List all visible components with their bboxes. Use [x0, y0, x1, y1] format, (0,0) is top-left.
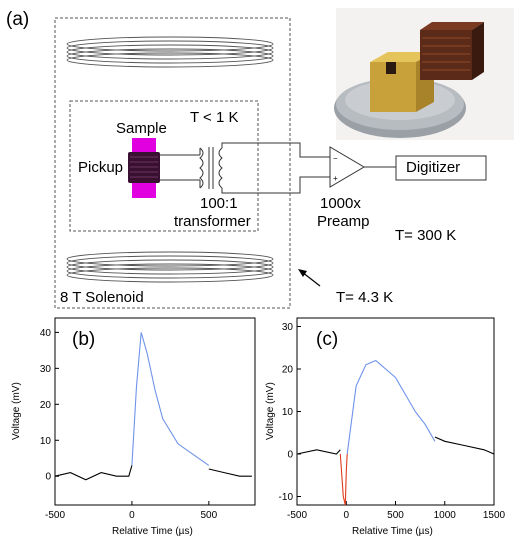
cryostat-boundary: [54, 17, 291, 309]
pickup-coil: [128, 152, 160, 183]
x-tick-label: -500: [45, 510, 65, 521]
preamp-plus: +: [333, 174, 338, 183]
preamp-minus: −: [333, 154, 338, 163]
chart-c-ylabel: Voltage (mV): [265, 382, 276, 440]
plot-frame: [54, 317, 256, 506]
low-temp-boundary: [69, 100, 259, 232]
pickup-coil-windings: [130, 156, 158, 178]
y-tick-label: 20: [282, 365, 294, 376]
x-tick-label: 0: [343, 510, 349, 521]
x-tick-label: 500: [387, 510, 404, 521]
preamp-label: Preamp: [317, 213, 370, 230]
x-tick-label: 1000: [434, 510, 457, 521]
transformer-symbol: [199, 147, 223, 189]
temp-arrow-head: [298, 269, 307, 277]
digitizer-box: [395, 155, 487, 181]
y-tick-label: 10: [282, 407, 294, 418]
panel-label-b: (b): [72, 329, 96, 350]
y-tick-label: 0: [287, 450, 293, 461]
series-line: [296, 449, 341, 455]
digitizer-label: Digitizer: [406, 159, 461, 176]
photo-of-sample-holder-on-coin: [334, 8, 514, 140]
panel-label-c: (c): [316, 329, 339, 350]
helium-temp-label: T= 4.3 K: [336, 289, 394, 306]
y-tick-label: 30: [282, 322, 294, 333]
solenoid-coil-top: [66, 36, 274, 68]
x-tick-label: 0: [129, 510, 135, 521]
series-line: [339, 453, 348, 506]
sample-label: Sample: [116, 120, 167, 137]
x-tick-label: 500: [201, 510, 218, 521]
pickup-label: Pickup: [78, 159, 124, 176]
series-line: [131, 332, 210, 466]
y-tick-label: 30: [40, 364, 52, 375]
room-temp-label: T= 300 K: [395, 227, 457, 244]
preamp-leads: [221, 142, 330, 194]
chart-b-xlabel: Relative Time (µs): [112, 526, 193, 537]
low-temp-label: T < 1 K: [190, 109, 239, 126]
panel-label-a: (a): [6, 9, 30, 30]
solenoid-coil-bottom: [66, 251, 274, 283]
series-line: [346, 359, 436, 455]
temp-arrow: [301, 271, 321, 287]
y-tick-label: 0: [45, 472, 51, 483]
y-tick-label: 10: [40, 436, 52, 447]
y-tick-label: -10: [279, 492, 294, 503]
series-line: [208, 468, 252, 477]
solenoid-label: 8 T Solenoid: [60, 289, 144, 306]
preamp-gain-label: 1000x: [320, 195, 361, 212]
x-tick-label: -500: [287, 510, 307, 521]
pickup-leads: [160, 148, 201, 188]
y-tick-label: 20: [40, 400, 52, 411]
preamp-amplifier: [329, 146, 365, 188]
transformer-ratio-label: 100:1: [200, 195, 238, 212]
transformer-label: transformer: [174, 213, 251, 230]
series-line: [54, 465, 133, 481]
x-tick-label: 1500: [483, 510, 506, 521]
chart-c-xlabel: Relative Time (µs): [352, 526, 433, 537]
y-tick-label: 40: [40, 328, 52, 339]
series-line: [434, 436, 495, 455]
